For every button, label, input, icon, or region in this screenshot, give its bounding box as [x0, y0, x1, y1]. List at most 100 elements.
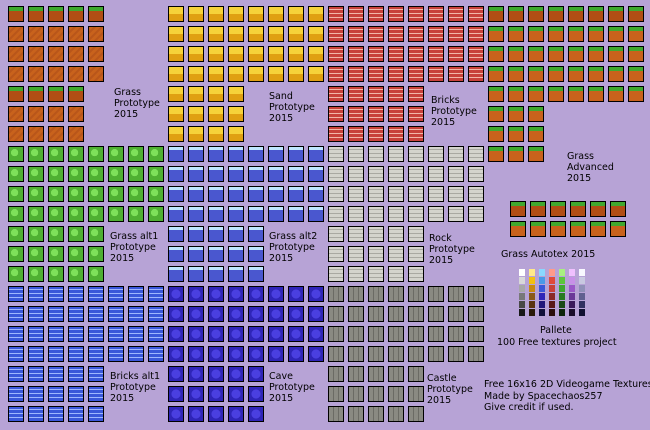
- texture-tile: [48, 46, 64, 62]
- texture-tile: [248, 206, 264, 222]
- texture-tile: [288, 146, 304, 162]
- label-line: 2015: [269, 393, 294, 404]
- texture-tile: [588, 26, 604, 42]
- texture-tile: [208, 206, 224, 222]
- palette-swatch: [549, 301, 555, 308]
- texture-tile: [348, 166, 364, 182]
- palette-swatch: [529, 309, 535, 316]
- label-line: Grass: [114, 87, 141, 98]
- texture-tile: [188, 406, 204, 422]
- texture-tile: [68, 366, 84, 382]
- texture-tile: [328, 246, 344, 262]
- palette-swatch: [579, 293, 585, 300]
- texture-tile: [308, 6, 324, 22]
- texture-tile: [468, 26, 484, 42]
- texture-tile: [88, 346, 104, 362]
- texture-tile: [248, 46, 264, 62]
- label-line: Prototype: [114, 98, 160, 109]
- texture-tile: [48, 26, 64, 42]
- texture-tile: [28, 66, 44, 82]
- texture-tile: [348, 246, 364, 262]
- texture-tile: [28, 366, 44, 382]
- texture-tile: [408, 126, 424, 142]
- texture-tile: [588, 46, 604, 62]
- texture-tile: [168, 146, 184, 162]
- texture-tile: [488, 46, 504, 62]
- texture-tile: [550, 201, 566, 217]
- texture-tile: [488, 86, 504, 102]
- texture-tile: [168, 46, 184, 62]
- label-bricks-prototype: Bricks Prototype 2015: [431, 95, 477, 128]
- texture-tile: [148, 326, 164, 342]
- texture-tile: [468, 6, 484, 22]
- texture-tile: [268, 286, 284, 302]
- texture-tile: [328, 166, 344, 182]
- texture-tile: [348, 106, 364, 122]
- texture-tile: [308, 146, 324, 162]
- palette-swatch: [569, 277, 575, 284]
- palette-swatch: [569, 309, 575, 316]
- texture-tile: [368, 386, 384, 402]
- texture-tile: [68, 226, 84, 242]
- texture-tile: [388, 86, 404, 102]
- texture-tile: [570, 201, 586, 217]
- texture-tile: [248, 26, 264, 42]
- texture-tile: [8, 286, 24, 302]
- texture-tile: [108, 326, 124, 342]
- texture-tile: [628, 66, 644, 82]
- texture-tile: [28, 206, 44, 222]
- texture-tile: [188, 246, 204, 262]
- texture-tile: [68, 286, 84, 302]
- texture-tile: [228, 146, 244, 162]
- texture-tile: [428, 166, 444, 182]
- texture-tile: [228, 386, 244, 402]
- texture-tile: [168, 226, 184, 242]
- texture-tile: [248, 406, 264, 422]
- texture-tile: [188, 86, 204, 102]
- palette-swatch: [579, 285, 585, 292]
- texture-tile: [368, 106, 384, 122]
- texture-tile: [288, 206, 304, 222]
- texture-tile: [188, 266, 204, 282]
- label-line: Prototype: [110, 242, 156, 253]
- palette-swatch: [539, 309, 545, 316]
- texture-tile: [448, 346, 464, 362]
- texture-tile: [288, 186, 304, 202]
- texture-tile: [388, 286, 404, 302]
- texture-tile: [348, 66, 364, 82]
- texture-tile: [208, 366, 224, 382]
- texture-tile: [28, 6, 44, 22]
- texture-tile: [208, 266, 224, 282]
- label-grass-alt2: Grass alt2 Prototype 2015: [269, 231, 317, 264]
- label-line: 2015: [269, 113, 294, 124]
- texture-tile: [528, 126, 544, 142]
- label-line: Grass Autotex 2015: [501, 249, 596, 260]
- texture-tile: [388, 306, 404, 322]
- texture-tile: [568, 46, 584, 62]
- texture-tile: [168, 186, 184, 202]
- texture-tile: [288, 286, 304, 302]
- texture-tile: [368, 86, 384, 102]
- texture-tile: [308, 326, 324, 342]
- texture-tile: [508, 46, 524, 62]
- label-line: Prototype: [429, 244, 475, 255]
- palette-swatch: [519, 301, 525, 308]
- texture-tile: [448, 286, 464, 302]
- label-line: Bricks: [431, 95, 460, 106]
- texture-tile: [248, 226, 264, 242]
- texture-tile: [468, 306, 484, 322]
- texture-tile: [88, 166, 104, 182]
- texture-tile: [208, 6, 224, 22]
- palette-swatches: [519, 269, 619, 325]
- texture-tile: [448, 6, 464, 22]
- texture-tile: [228, 206, 244, 222]
- texture-tile: [508, 86, 524, 102]
- texture-tile: [168, 26, 184, 42]
- texture-tile: [528, 6, 544, 22]
- texture-tile: [48, 166, 64, 182]
- texture-tile: [248, 166, 264, 182]
- texture-tile: [88, 186, 104, 202]
- texture-tile: [408, 306, 424, 322]
- texture-tile: [590, 221, 606, 237]
